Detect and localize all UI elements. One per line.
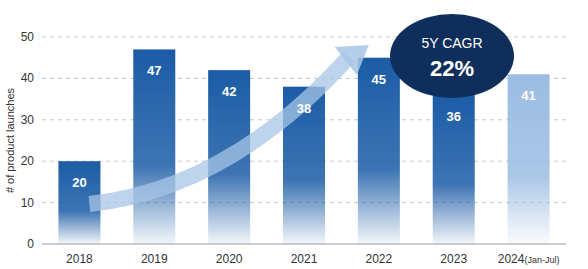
x-tick-sub: (Jan-Jul)	[524, 255, 559, 265]
y-tick-label: 40	[21, 71, 35, 85]
x-tick-label: 2023	[440, 252, 467, 266]
y-axis-label: # of product launches	[4, 87, 16, 193]
x-tick-main: 2024	[498, 252, 525, 266]
data-label: 38	[297, 101, 311, 116]
y-tick-label: 0	[27, 237, 34, 251]
annotation-bubble	[390, 14, 514, 98]
data-label: 36	[446, 109, 460, 124]
data-label: 45	[372, 72, 386, 87]
x-tick-label: 2018	[66, 252, 93, 266]
x-tick-label: 2021	[291, 252, 318, 266]
bar	[508, 74, 550, 244]
data-label: 42	[222, 84, 236, 99]
data-label: 47	[147, 63, 161, 78]
bar	[433, 95, 475, 244]
x-tick-label: 2024(Jan-Jul)	[498, 252, 560, 266]
data-label: 20	[72, 175, 86, 190]
page: {"chart_data": {"type": "bar", "y_label"…	[0, 0, 588, 269]
annotation: 22%	[430, 56, 474, 81]
annotation: 5Y CAGR	[421, 35, 482, 51]
y-tick-label: 10	[21, 196, 35, 210]
bar	[133, 49, 175, 244]
arrow-head	[335, 45, 369, 75]
bar	[358, 58, 400, 244]
trend-arrow	[89, 57, 348, 204]
x-tick-label: 2019	[141, 252, 168, 266]
x-tick-label: 2022	[366, 252, 393, 266]
y-tick-label: 30	[21, 113, 35, 127]
data-label: 41	[521, 88, 535, 103]
y-tick-label: 50	[21, 30, 35, 44]
y-tick-label: 20	[21, 154, 35, 168]
x-tick-label: 2020	[216, 252, 243, 266]
chart: 0 10 20 30 40 50 # of product launches 20 47 42 38…	[0, 0, 588, 269]
